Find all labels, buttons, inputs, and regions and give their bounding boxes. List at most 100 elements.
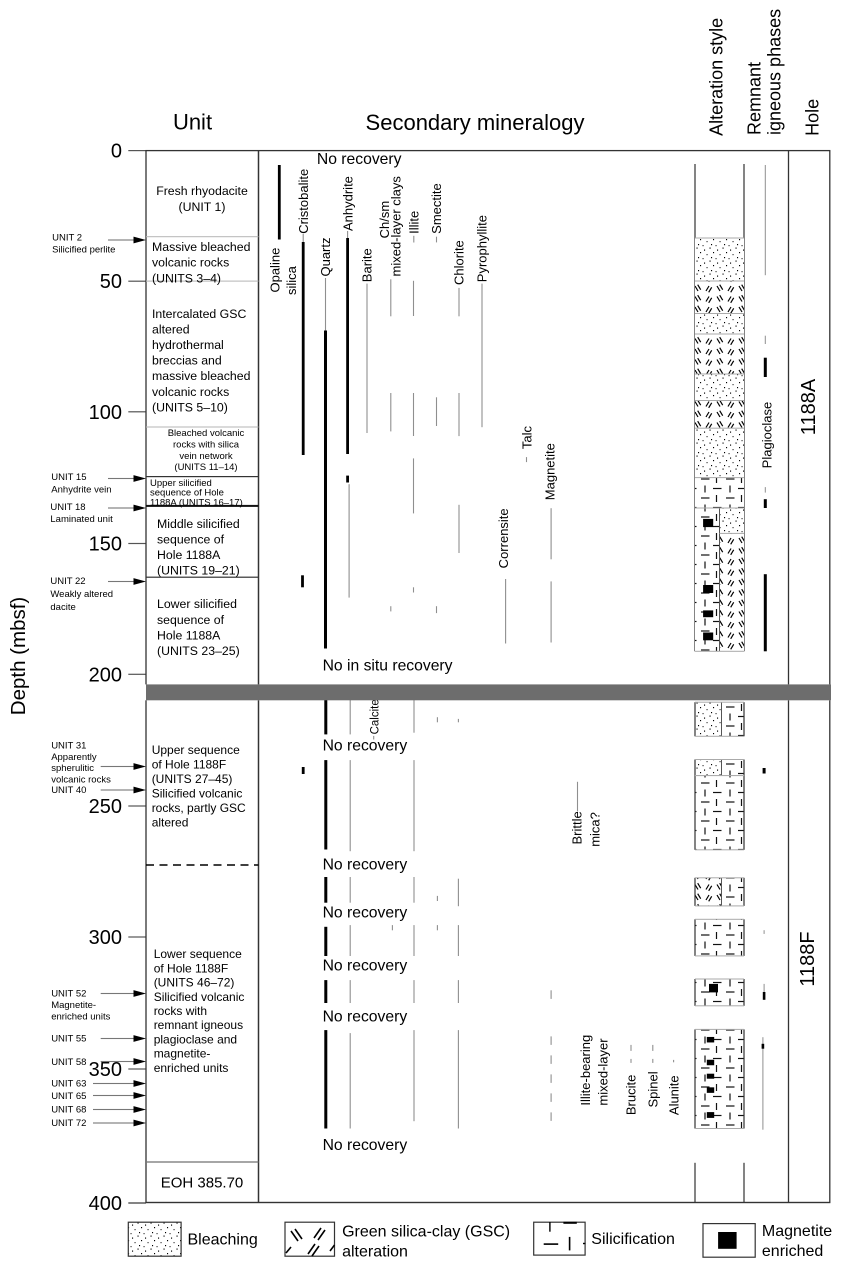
svg-text:(UNITS 23–25): (UNITS 23–25) xyxy=(157,644,240,658)
svg-text:400: 400 xyxy=(89,1193,122,1215)
svg-text:(UNITS 19–21): (UNITS 19–21) xyxy=(157,564,240,578)
svg-text:300: 300 xyxy=(89,927,122,949)
svg-text:UNIT 52: UNIT 52 xyxy=(51,989,86,1000)
svg-text:Brucite: Brucite xyxy=(624,1075,639,1115)
svg-text:Hole 1188A: Hole 1188A xyxy=(157,548,221,562)
svg-text:spherulitic: spherulitic xyxy=(51,763,94,774)
svg-text:altered: altered xyxy=(152,322,190,336)
svg-text:UNIT 40: UNIT 40 xyxy=(51,785,86,796)
svg-text:Silicified perlite: Silicified perlite xyxy=(52,245,115,256)
svg-text:200: 200 xyxy=(89,664,122,686)
svg-text:Massive bleached: Massive bleached xyxy=(152,240,251,254)
svg-text:enriched: enriched xyxy=(762,1243,823,1260)
svg-text:sequence of Hole: sequence of Hole xyxy=(150,488,224,499)
svg-text:UNIT 15: UNIT 15 xyxy=(51,472,86,483)
svg-text:mixed-layer clays: mixed-layer clays xyxy=(389,176,404,277)
svg-text:Alteration style: Alteration style xyxy=(707,18,727,136)
svg-text:No recovery: No recovery xyxy=(323,958,408,975)
svg-text:rocks, partly GSC: rocks, partly GSC xyxy=(152,801,246,815)
svg-text:alteration: alteration xyxy=(342,1244,408,1261)
svg-text:50: 50 xyxy=(100,271,122,293)
svg-text:breccias and: breccias and xyxy=(152,354,222,368)
svg-text:mixed-layer: mixed-layer xyxy=(595,1038,610,1106)
svg-text:Depth (mbsf): Depth (mbsf) xyxy=(7,597,30,715)
svg-text:Green silica-clay (GSC): Green silica-clay (GSC) xyxy=(342,1224,510,1241)
svg-text:No recovery: No recovery xyxy=(317,151,402,168)
svg-text:Spinel: Spinel xyxy=(646,1071,661,1107)
svg-text:rocks with: rocks with xyxy=(154,1004,207,1018)
svg-text:(UNIT 1): (UNIT 1) xyxy=(179,200,226,214)
svg-text:Secondary mineralogy: Secondary mineralogy xyxy=(366,110,585,135)
svg-text:Upper silicified: Upper silicified xyxy=(150,478,212,489)
svg-text:Illite-bearing: Illite-bearing xyxy=(578,1035,593,1106)
svg-text:No recovery: No recovery xyxy=(323,1009,408,1026)
svg-text:Illite: Illite xyxy=(407,211,422,234)
svg-text:enriched units: enriched units xyxy=(154,1061,229,1075)
svg-text:No recovery: No recovery xyxy=(323,1137,408,1154)
svg-text:Magnetite: Magnetite xyxy=(762,1223,832,1240)
svg-text:UNIT 68: UNIT 68 xyxy=(51,1105,86,1116)
svg-text:Hole: Hole xyxy=(803,99,823,136)
svg-text:UNIT 18: UNIT 18 xyxy=(50,502,85,513)
svg-text:sequence of: sequence of xyxy=(157,613,225,627)
svg-text:150: 150 xyxy=(89,534,122,556)
svg-text:Intercalated GSC: Intercalated GSC xyxy=(152,307,246,321)
svg-text:UNIT 22: UNIT 22 xyxy=(50,576,85,587)
svg-text:Brittle: Brittle xyxy=(570,811,585,844)
svg-text:UNIT 72: UNIT 72 xyxy=(51,1118,86,1129)
svg-text:(UNITS 3–4): (UNITS 3–4) xyxy=(152,272,221,286)
svg-text:igneous phases: igneous phases xyxy=(765,9,785,135)
svg-text:Calcite: Calcite xyxy=(369,699,381,734)
svg-text:UNIT 2: UNIT 2 xyxy=(52,232,82,243)
svg-text:(UNITS 46–72): (UNITS 46–72) xyxy=(154,976,235,990)
svg-text:100: 100 xyxy=(89,402,122,424)
svg-text:Upper sequence: Upper sequence xyxy=(152,743,240,757)
svg-text:Weakly altered: Weakly altered xyxy=(50,589,113,600)
svg-text:Apparently: Apparently xyxy=(51,752,97,763)
svg-text:1188A (UNITS 16–17): 1188A (UNITS 16–17) xyxy=(150,498,243,509)
svg-text:Magnetite-: Magnetite- xyxy=(51,1000,96,1011)
svg-text:Silicified volcanic: Silicified volcanic xyxy=(154,990,245,1004)
svg-text:Chlorite: Chlorite xyxy=(452,240,467,285)
svg-text:volcanic rocks: volcanic rocks xyxy=(152,385,229,399)
svg-text:UNIT 63: UNIT 63 xyxy=(51,1079,86,1090)
svg-text:Unit: Unit xyxy=(173,110,212,135)
svg-text:No recovery: No recovery xyxy=(323,904,408,921)
svg-text:Pyrophyllite: Pyrophyllite xyxy=(475,215,490,282)
svg-text:Hole 1188A: Hole 1188A xyxy=(157,628,221,642)
svg-text:volcanic rocks: volcanic rocks xyxy=(51,775,111,786)
svg-text:Cristobalite: Cristobalite xyxy=(296,169,311,234)
svg-text:hydrothermal: hydrothermal xyxy=(152,338,224,352)
svg-text:rocks with silica: rocks with silica xyxy=(173,440,240,451)
svg-text:Corrensite: Corrensite xyxy=(496,508,511,568)
svg-text:Laminated unit: Laminated unit xyxy=(50,514,113,525)
svg-text:1188A: 1188A xyxy=(798,378,820,435)
svg-text:No in situ recovery: No in situ recovery xyxy=(323,658,453,675)
svg-text:Bleached volcanic: Bleached volcanic xyxy=(168,428,245,439)
svg-text:plagioclase and: plagioclase and xyxy=(154,1032,237,1046)
svg-text:enriched units: enriched units xyxy=(51,1011,110,1022)
svg-text:250: 250 xyxy=(89,796,122,818)
svg-text:massive bleached: massive bleached xyxy=(152,369,251,383)
svg-text:Magnetite: Magnetite xyxy=(543,443,558,500)
svg-text:Silicified volcanic: Silicified volcanic xyxy=(152,787,243,801)
svg-text:mica?: mica? xyxy=(588,812,603,847)
svg-text:1188F: 1188F xyxy=(797,931,819,986)
svg-text:Lower sequence: Lower sequence xyxy=(154,947,242,961)
svg-text:of Hole 1188F: of Hole 1188F xyxy=(152,758,227,772)
svg-text:Ch/sm: Ch/sm xyxy=(377,201,392,239)
svg-text:Lower silicified: Lower silicified xyxy=(157,597,237,611)
svg-text:0: 0 xyxy=(111,141,122,163)
svg-text:Alunite: Alunite xyxy=(666,1075,681,1115)
svg-text:EOH 385.70: EOH 385.70 xyxy=(161,1175,244,1192)
svg-text:remnant igneous: remnant igneous xyxy=(154,1018,243,1032)
svg-text:Plagioclase: Plagioclase xyxy=(760,402,775,469)
svg-text:silica: silica xyxy=(284,265,299,295)
svg-text:Opaline: Opaline xyxy=(267,248,282,293)
svg-text:Bleaching: Bleaching xyxy=(188,1232,258,1249)
svg-text:(UNITS 5–10): (UNITS 5–10) xyxy=(152,400,228,414)
svg-text:magnetite-: magnetite- xyxy=(154,1047,211,1061)
svg-text:(UNITS 11–14): (UNITS 11–14) xyxy=(174,462,237,473)
svg-text:dacite: dacite xyxy=(50,602,75,613)
svg-text:No recovery: No recovery xyxy=(323,856,408,873)
